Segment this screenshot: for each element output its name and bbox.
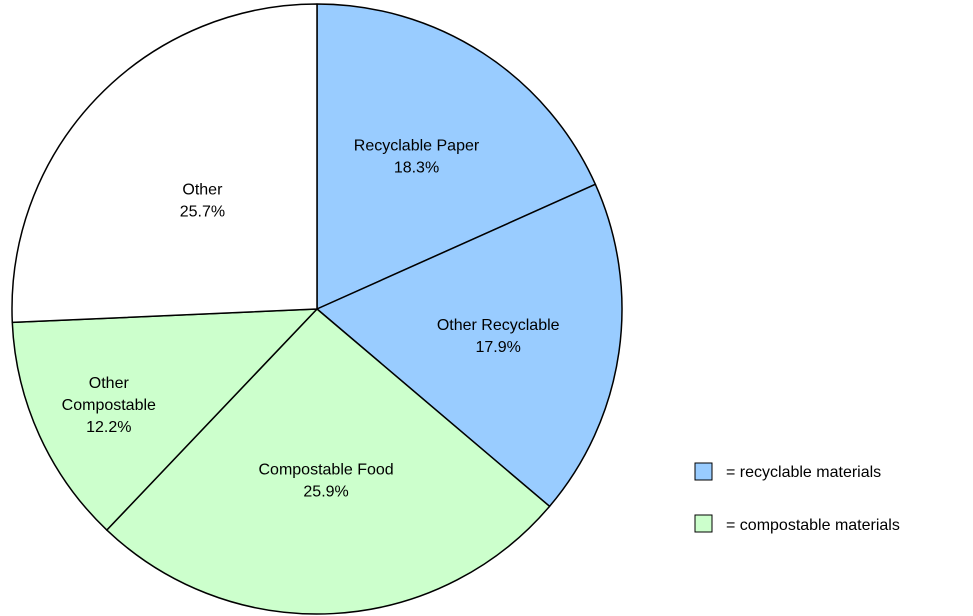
slice-value-recyclable-paper: 18.3% [394,159,439,176]
pie-slice-compostable-food [106,308,551,615]
pie-slice-other-compostable [11,308,318,531]
slice-value-other-recyclable: 17.9% [476,339,521,356]
slice-name-other: Other [182,181,223,198]
legend-item-compostable: = compostable materials [694,514,900,534]
slice-label-other-compostable: Other Compostable 12.2% [62,375,156,436]
slice-name-other-compostable: Other [89,375,130,392]
slice-label-recyclable-paper: Recyclable Paper 18.3% [354,137,480,176]
slice-label-other-recyclable: Other Recyclable 17.9% [437,317,560,356]
pie-slice-other [11,3,318,324]
legend-swatch-recyclable [694,462,713,481]
slice-name-compostable-food: Compostable Food [259,462,394,479]
slice-name-other-recyclable: Other Recyclable [437,317,560,334]
pie-labels: Recyclable Paper 18.3% Other Recyclable 17.… [62,137,560,500]
pie-slice-recyclable-paper [316,3,597,310]
slice-label-other: Other 25.7% [180,181,225,220]
slice-value-compostable-food: 25.9% [303,484,348,501]
pie-slices [11,3,623,615]
legend-swatch-compostable [694,514,713,533]
legend-label-recyclable: = recyclable materials [726,464,881,481]
slice-name-recyclable-paper: Recyclable Paper [354,137,480,154]
legend-label-compostable: = compostable materials [726,517,900,534]
slice-label-compostable-food: Compostable Food 25.9% [259,462,394,501]
legend: = recyclable materials = compostable mat… [694,462,900,534]
slice-value-other-compostable: 12.2% [86,419,131,436]
slice-name-other-compostable: Compostable [62,397,156,414]
pie-slice-other-recyclable [316,183,623,508]
legend-item-recyclable: = recyclable materials [694,462,881,481]
slice-value-other: 25.7% [180,203,225,220]
